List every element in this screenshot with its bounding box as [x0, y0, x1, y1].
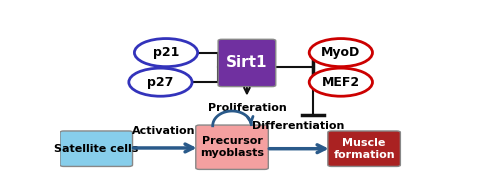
Text: Differentiation: Differentiation [252, 121, 344, 131]
FancyBboxPatch shape [60, 131, 132, 166]
FancyBboxPatch shape [196, 125, 268, 169]
FancyBboxPatch shape [328, 131, 400, 166]
Ellipse shape [129, 68, 192, 96]
FancyBboxPatch shape [218, 39, 276, 87]
Text: MyoD: MyoD [321, 46, 360, 59]
Text: Muscle
formation: Muscle formation [333, 138, 395, 160]
Ellipse shape [309, 39, 372, 67]
Text: p21: p21 [153, 46, 179, 59]
Text: Precursor
myoblasts: Precursor myoblasts [200, 137, 264, 158]
Text: MEF2: MEF2 [322, 76, 360, 89]
Text: Sirt1: Sirt1 [226, 55, 268, 70]
Text: Activation: Activation [132, 126, 196, 136]
Ellipse shape [134, 39, 198, 67]
Text: Satellite cells: Satellite cells [54, 144, 138, 154]
Ellipse shape [309, 68, 372, 96]
Text: p27: p27 [147, 76, 174, 89]
Text: Proliferation: Proliferation [207, 103, 286, 113]
